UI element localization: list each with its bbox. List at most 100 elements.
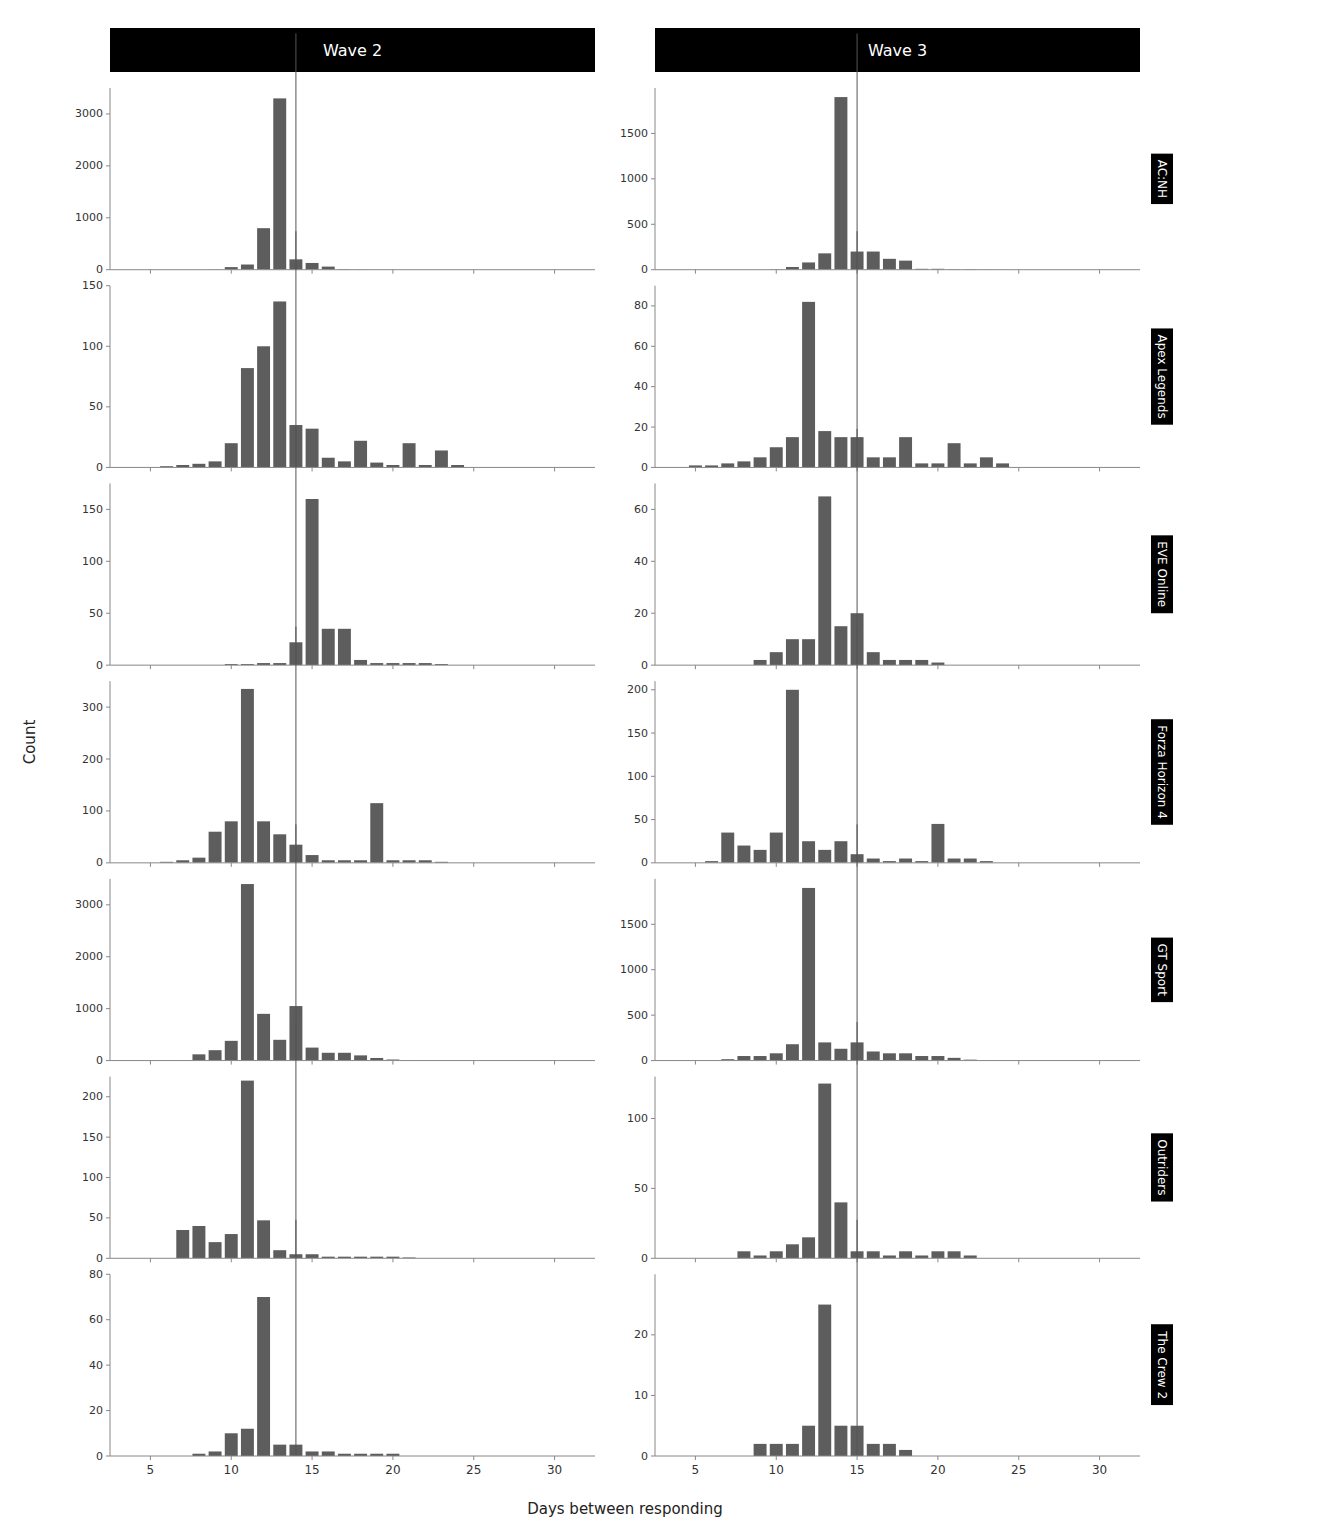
bar: [867, 859, 880, 863]
bars: [225, 499, 448, 665]
y-tick: [106, 810, 110, 811]
x-tick: [554, 1258, 555, 1262]
x-tick: [473, 863, 474, 867]
bar: [883, 660, 896, 665]
bar: [818, 850, 831, 863]
y-tick-label: 1000: [620, 963, 648, 976]
row-label-text: Forza Horizon 4: [1155, 725, 1169, 819]
y-tick-label: 0: [96, 1054, 103, 1067]
y-tick-label: 0: [96, 461, 103, 474]
row-label-text: EVE Online: [1155, 541, 1169, 607]
bar: [802, 888, 815, 1061]
x-tick-label: 30: [547, 1463, 562, 1477]
y-tick-label: 50: [634, 1182, 648, 1195]
y-axis-line: [655, 1077, 656, 1259]
y-tick-label: 2000: [75, 950, 103, 963]
bar: [802, 302, 815, 468]
y-tick-label: 100: [82, 1171, 103, 1184]
x-tick: [1099, 1061, 1100, 1065]
y-tick: [106, 1365, 110, 1366]
bar: [899, 1053, 912, 1060]
y-axis-line: [655, 286, 656, 468]
bar: [948, 1251, 961, 1258]
bar: [257, 228, 270, 270]
x-tick-label: 15: [304, 1463, 319, 1477]
x-tick: [776, 1258, 777, 1262]
x-axis-line: [655, 862, 1140, 863]
x-tick: [392, 467, 393, 471]
bars: [160, 301, 464, 467]
bar: [818, 1084, 831, 1259]
y-tick-label: 1000: [620, 172, 648, 185]
y-tick-label: 150: [627, 727, 648, 740]
x-tick: [695, 270, 696, 274]
x-tick: [1018, 1456, 1019, 1460]
y-tick-label: 0: [641, 856, 648, 869]
bar: [834, 437, 847, 467]
x-axis-line: [655, 1258, 1140, 1259]
y-tick-label: 0: [641, 263, 648, 276]
y-tick: [106, 346, 110, 347]
y-tick-label: 1500: [620, 918, 648, 931]
bar: [273, 301, 286, 467]
bar: [273, 98, 286, 269]
y-tick-label: 300: [82, 701, 103, 714]
y-tick: [651, 1334, 655, 1335]
bar: [257, 1297, 270, 1456]
y-tick: [651, 776, 655, 777]
y-axis-line: [110, 1077, 111, 1259]
bars: [705, 690, 993, 863]
bar: [899, 437, 912, 467]
bar: [931, 1251, 944, 1258]
y-tick-label: 200: [82, 753, 103, 766]
bar: [770, 1444, 783, 1456]
x-tick: [1099, 270, 1100, 274]
bar: [786, 639, 799, 665]
y-tick-label: 0: [641, 461, 648, 474]
x-axis-line: [110, 1258, 595, 1259]
x-tick: [231, 1258, 232, 1262]
bar: [241, 884, 254, 1061]
x-tick: [392, 1061, 393, 1065]
y-tick-label: 50: [634, 813, 648, 826]
y-tick-label: 200: [627, 683, 648, 696]
row-label: Forza Horizon 4: [1151, 719, 1173, 825]
y-tick: [651, 386, 655, 387]
bar: [948, 859, 961, 863]
bar: [721, 463, 734, 467]
bar: [306, 1254, 319, 1258]
x-tick: [231, 467, 232, 471]
bar: [192, 858, 205, 863]
x-axis-line: [110, 665, 595, 666]
panel: Wave 20100020003000: [75, 28, 595, 276]
x-tick-label: 5: [692, 1463, 700, 1477]
panel: 020406080Apex Legends: [634, 231, 1173, 474]
y-tick: [651, 1258, 655, 1259]
y-tick-label: 150: [82, 1131, 103, 1144]
y-tick-label: 50: [89, 1211, 103, 1224]
panel: 51015202530020406080: [89, 1220, 595, 1477]
panel: 050100150: [82, 231, 595, 474]
bar: [867, 1444, 880, 1456]
bar: [770, 652, 783, 665]
y-tick: [651, 1118, 655, 1119]
x-tick: [937, 665, 938, 669]
x-tick: [312, 665, 313, 669]
y-tick: [651, 819, 655, 820]
bars: [160, 689, 448, 863]
x-tick: [776, 270, 777, 274]
y-tick: [106, 956, 110, 957]
y-tick-label: 40: [634, 555, 648, 568]
bar: [306, 1048, 319, 1061]
bar: [802, 1426, 815, 1456]
x-tick: [231, 270, 232, 274]
bar: [737, 1056, 750, 1061]
y-tick: [651, 1188, 655, 1189]
panel: 050100150: [82, 429, 595, 672]
panel: 050100150200: [82, 1022, 595, 1265]
y-tick: [651, 1395, 655, 1396]
y-tick-label: 40: [89, 1359, 103, 1372]
column-title: Wave 3: [868, 41, 927, 60]
y-tick-label: 80: [89, 1268, 103, 1281]
x-tick: [554, 467, 555, 471]
